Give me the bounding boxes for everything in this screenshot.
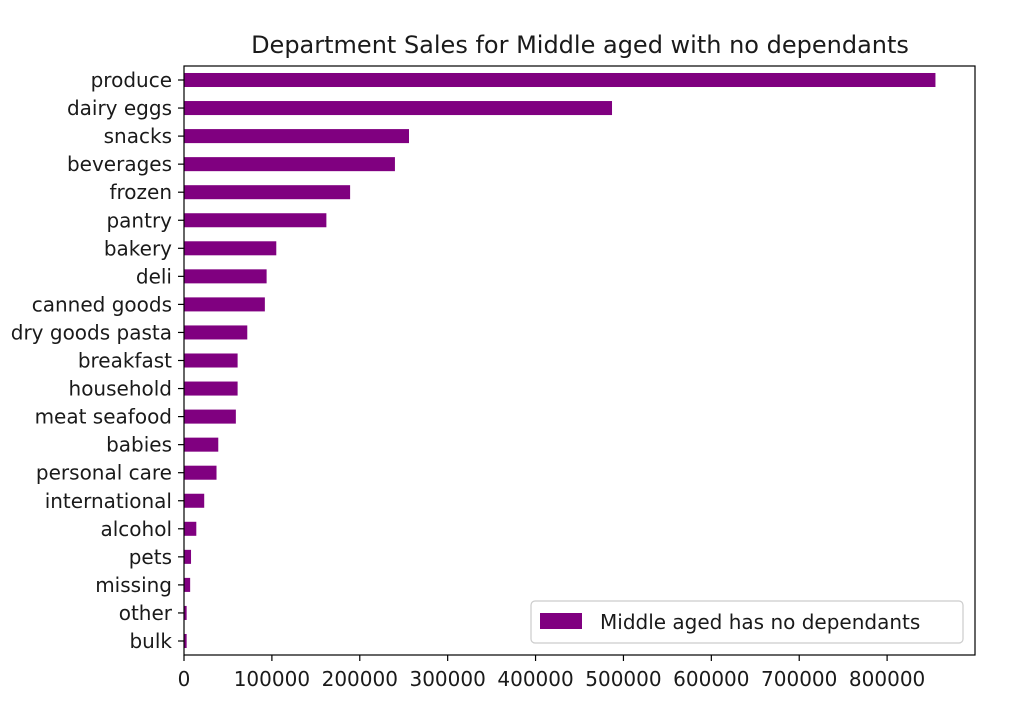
y-tick-label: dry goods pasta [11,320,172,344]
x-tick-label: 600000 [673,667,749,691]
bar-breakfast [184,353,238,368]
bar-canned-goods [184,297,265,312]
y-tick-label: household [69,377,172,401]
y-tick-label: personal care [36,461,172,485]
x-axis-ticks: 0 100000 200000 300000 400000 500000 600000 700… [178,655,925,691]
y-tick-label: canned goods [32,292,172,316]
y-tick-label: meat seafood [35,405,172,429]
bar-pets [184,549,192,564]
x-tick-label: 300000 [409,667,485,691]
y-tick-label: beverages [67,152,172,176]
bar-alcohol [184,521,197,536]
x-tick-label: 400000 [497,667,573,691]
y-tick-label: bulk [129,629,172,653]
bar-meat-seafood [184,409,236,424]
y-tick-label: dairy eggs [67,96,172,120]
y-tick-label: missing [95,573,172,597]
x-tick-label: 700000 [761,667,837,691]
bar-beverages [184,157,395,172]
x-tick-label: 0 [178,667,191,691]
y-tick-label: alcohol [100,517,172,541]
bar-dairy-eggs [184,101,613,116]
bar-missing [184,577,191,592]
bar-frozen [184,185,351,200]
bar-personal-care [184,465,217,480]
y-tick-label: babies [106,433,172,457]
y-tick-label: breakfast [78,349,172,373]
y-axis-ticks: produce dairy eggs snacks beverages frozen pa… [11,68,184,653]
y-tick-label: frozen [109,180,172,204]
y-tick-label: snacks [104,124,172,148]
y-tick-label: other [119,601,173,625]
y-tick-label: deli [136,264,172,288]
chart-title: Department Sales for Middle aged with no… [251,31,909,59]
bar-produce [184,72,936,88]
bars-group [184,72,936,649]
legend-box [530,600,964,644]
x-tick-label: 100000 [234,667,310,691]
legend-label: Middle aged has no dependants [600,610,920,634]
x-tick-label: 500000 [585,667,661,691]
plot-frame [183,65,976,656]
x-tick-label: 800000 [849,667,925,691]
bar-international [184,493,205,508]
bar-babies [184,437,219,452]
bar-other [184,605,187,620]
bar-dry-goods-pasta [184,325,248,340]
bar-household [184,381,238,396]
y-tick-label: pets [129,545,172,569]
legend-swatch [540,613,582,629]
y-tick-label: pantry [106,208,172,232]
bar-deli [184,269,267,284]
bar-snacks [184,129,409,144]
y-tick-label: produce [91,68,172,92]
legend: Middle aged has no dependants [530,600,964,644]
x-tick-label: 200000 [322,667,398,691]
bar-bakery [184,241,277,256]
bar-bulk [184,633,187,649]
bar-pantry [184,213,327,228]
y-tick-label: international [45,489,172,513]
y-tick-label: bakery [104,236,172,260]
